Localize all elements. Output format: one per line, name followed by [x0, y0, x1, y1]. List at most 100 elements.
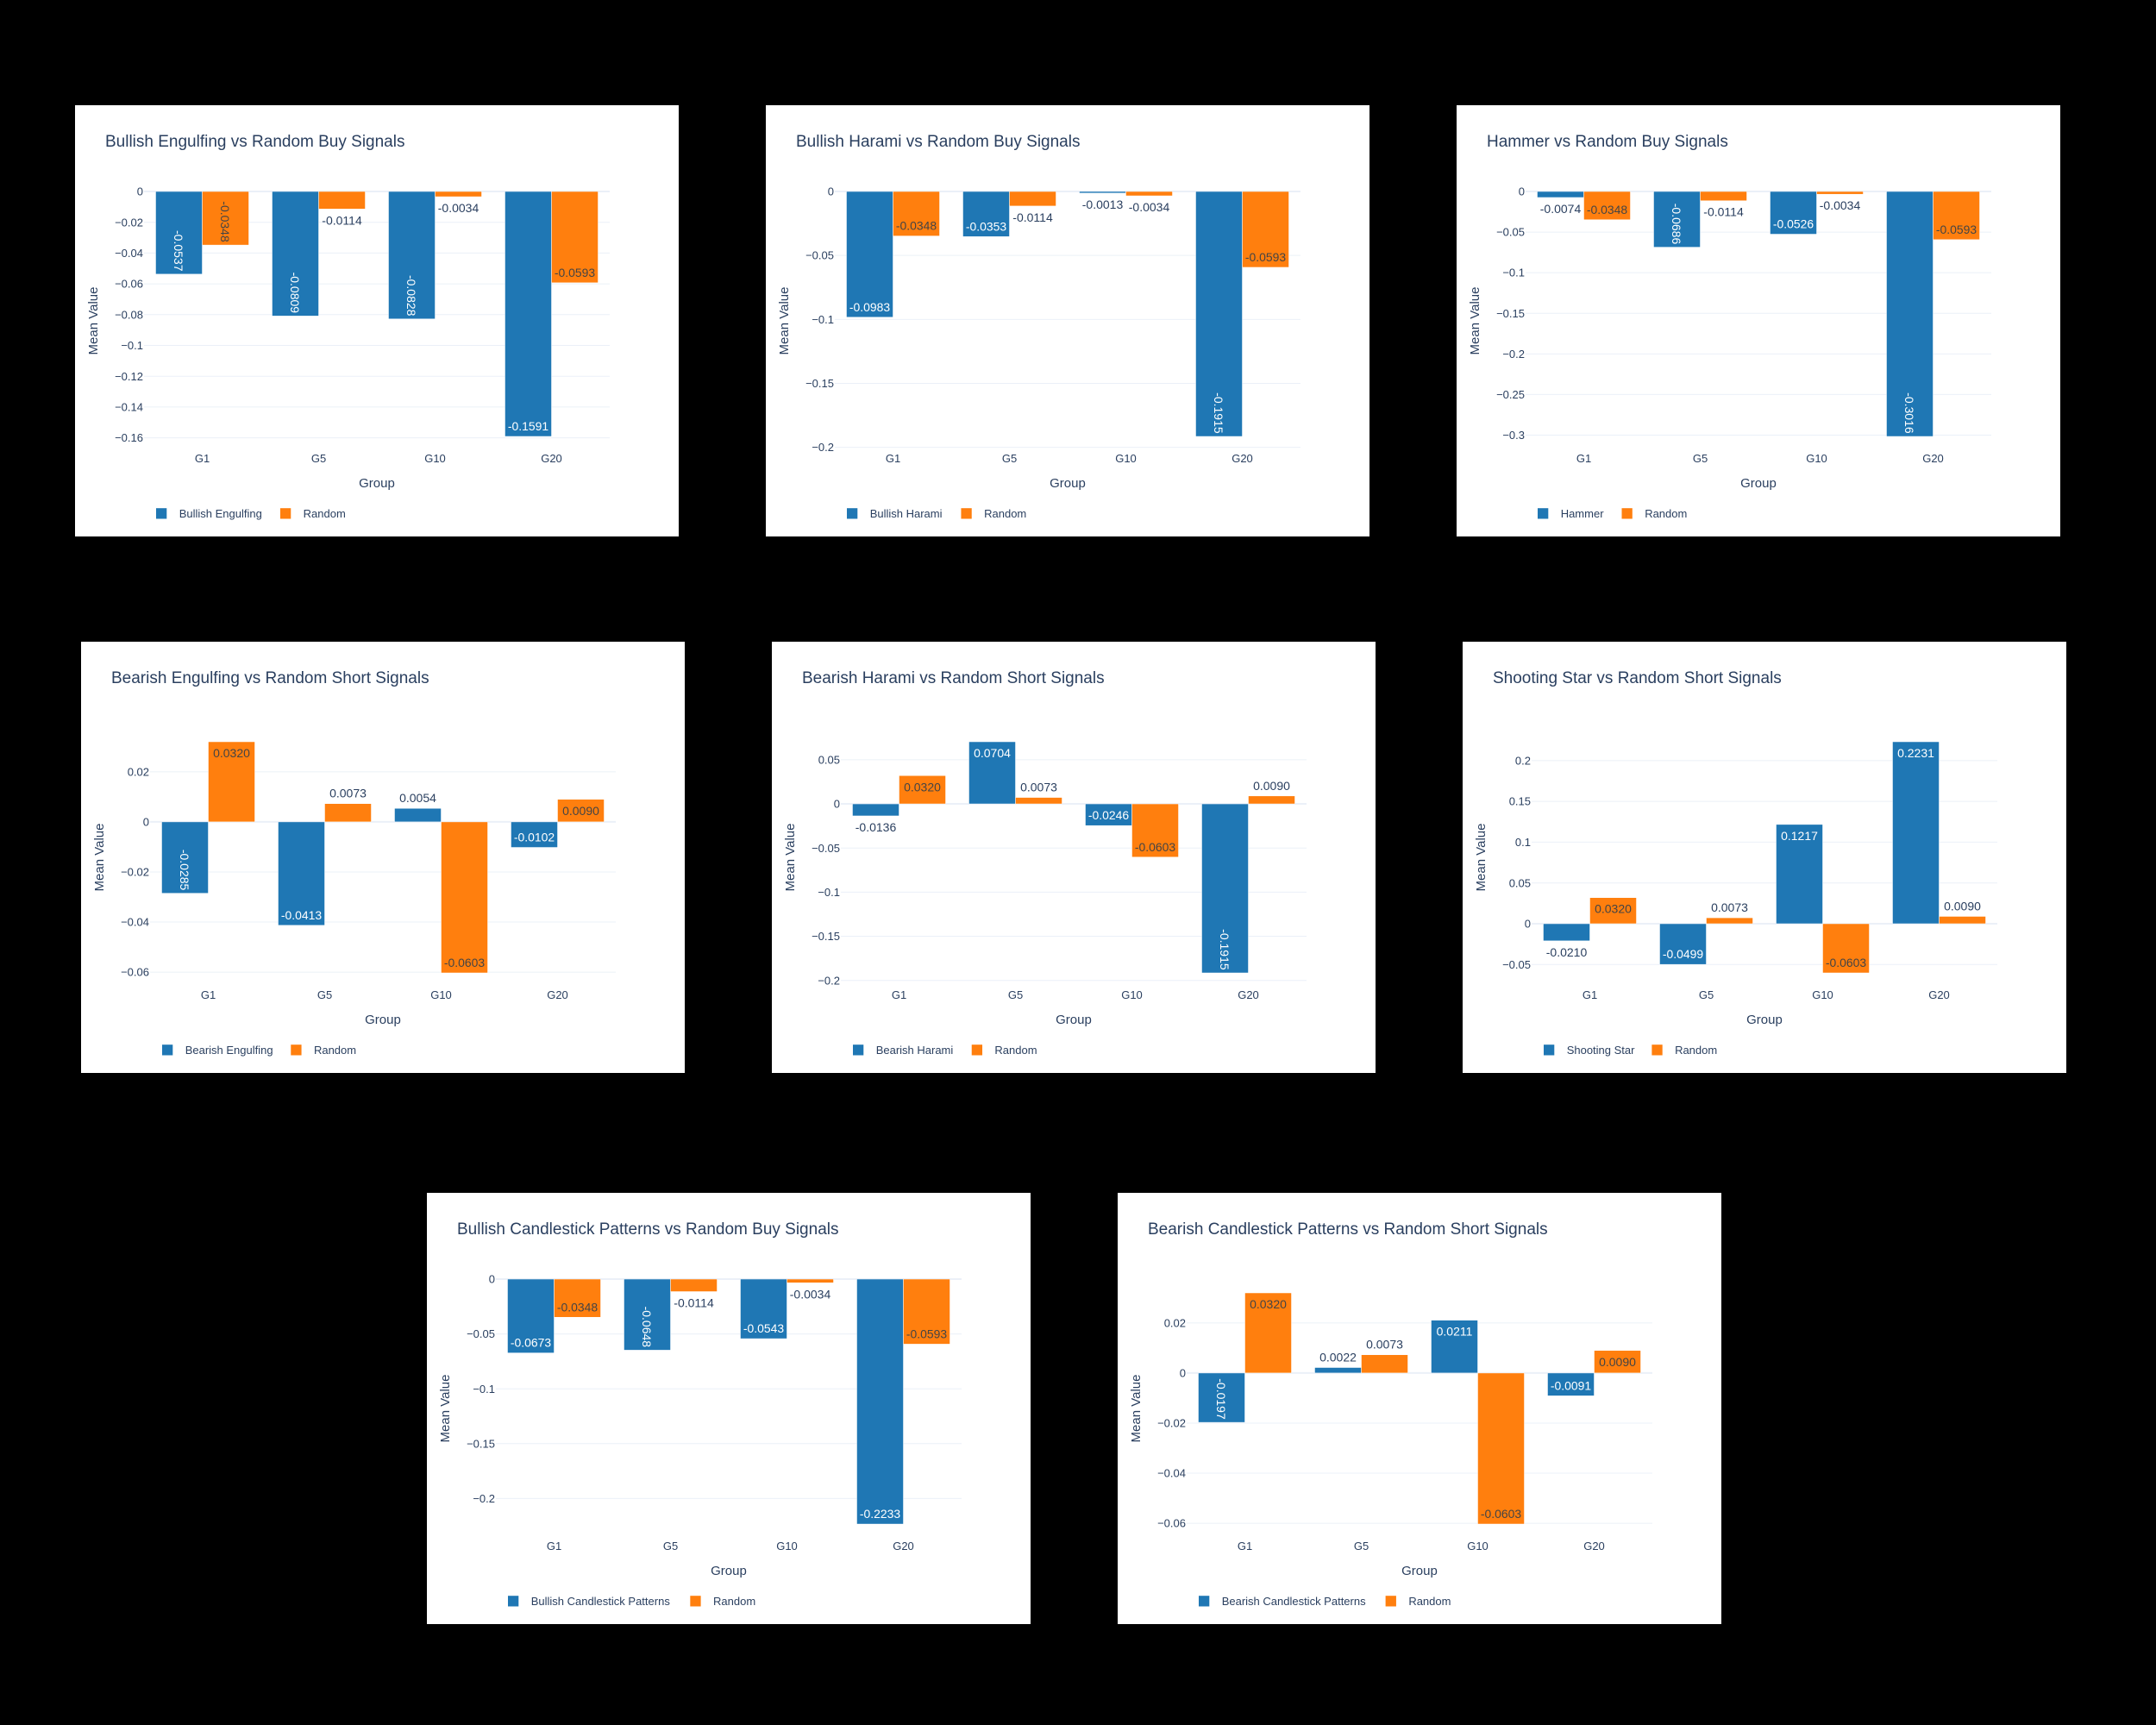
svg-text:−0.06: −0.06	[115, 278, 143, 291]
svg-text:-0.0348: -0.0348	[896, 219, 937, 233]
svg-text:−0.06: −0.06	[121, 966, 149, 979]
svg-text:0.0073: 0.0073	[1366, 1338, 1403, 1352]
svg-text:−0.06: −0.06	[1157, 1517, 1186, 1530]
svg-text:-0.0197: -0.0197	[1214, 1378, 1228, 1420]
svg-text:Random: Random	[314, 1044, 356, 1057]
svg-text:G1: G1	[1583, 988, 1597, 1001]
svg-text:G5: G5	[1008, 988, 1023, 1001]
svg-text:−0.2: −0.2	[473, 1492, 495, 1505]
svg-text:0.0704: 0.0704	[974, 746, 1011, 760]
svg-text:G10: G10	[430, 988, 452, 1001]
svg-text:Mean Value: Mean Value	[86, 287, 101, 355]
svg-text:0.0090: 0.0090	[1599, 1355, 1636, 1369]
svg-text:−0.05: −0.05	[467, 1327, 495, 1340]
svg-text:0: 0	[1525, 918, 1531, 931]
svg-text:-0.0136: -0.0136	[856, 820, 897, 834]
svg-text:-0.0102: -0.0102	[514, 831, 555, 844]
svg-text:−0.16: −0.16	[115, 431, 143, 444]
svg-text:G10: G10	[1812, 988, 1833, 1001]
svg-text:G20: G20	[1928, 988, 1950, 1001]
svg-text:-0.0353: -0.0353	[966, 219, 1006, 233]
svg-text:0.0090: 0.0090	[562, 804, 599, 818]
svg-text:Bullish Candlestick Patterns v: Bullish Candlestick Patterns vs Random B…	[457, 1220, 838, 1239]
svg-text:-0.0983: -0.0983	[849, 300, 890, 314]
svg-text:-0.0013: -0.0013	[1082, 198, 1124, 211]
svg-text:-0.0091: -0.0091	[1551, 1378, 1591, 1392]
svg-text:−0.3: −0.3	[1502, 429, 1525, 442]
svg-text:−0.1: −0.1	[473, 1383, 495, 1396]
svg-text:Bearish Engulfing: Bearish Engulfing	[185, 1044, 273, 1057]
svg-text:−0.12: −0.12	[115, 370, 143, 383]
svg-text:-0.0114: -0.0114	[1703, 205, 1744, 219]
svg-text:G20: G20	[1232, 452, 1253, 465]
svg-text:0.0022: 0.0022	[1319, 1351, 1357, 1364]
svg-text:-0.0348: -0.0348	[218, 201, 232, 242]
svg-text:G5: G5	[1699, 988, 1714, 1001]
svg-text:-0.0593: -0.0593	[555, 266, 595, 279]
svg-text:-0.1591: -0.1591	[508, 419, 548, 433]
svg-text:-0.0526: -0.0526	[1773, 217, 1814, 231]
svg-text:0: 0	[1519, 185, 1525, 198]
svg-text:0: 0	[1180, 1366, 1186, 1379]
svg-text:0.2: 0.2	[1515, 754, 1531, 767]
svg-text:-0.0543: -0.0543	[743, 1321, 784, 1335]
svg-text:-0.0499: -0.0499	[1663, 947, 1703, 961]
svg-text:Random: Random	[1408, 1595, 1451, 1608]
svg-text:Bullish Engulfing vs Random Bu: Bullish Engulfing vs Random Buy Signals	[105, 133, 404, 151]
svg-text:−0.05: −0.05	[812, 842, 840, 855]
svg-text:0.0320: 0.0320	[1595, 902, 1632, 916]
svg-text:-0.0114: -0.0114	[322, 213, 362, 227]
svg-text:-0.0593: -0.0593	[906, 1327, 947, 1340]
svg-text:Group: Group	[1746, 1013, 1783, 1027]
svg-text:Bullish Harami: Bullish Harami	[870, 507, 943, 520]
svg-text:G10: G10	[1467, 1540, 1489, 1552]
svg-text:G20: G20	[1583, 1540, 1605, 1552]
svg-text:Random: Random	[994, 1044, 1037, 1057]
svg-text:G10: G10	[1115, 452, 1137, 465]
svg-text:Mean Value: Mean Value	[1468, 287, 1482, 355]
svg-text:Mean Value: Mean Value	[783, 824, 798, 892]
svg-text:-0.0603: -0.0603	[1481, 1507, 1521, 1521]
svg-text:G1: G1	[892, 988, 906, 1001]
svg-text:G1: G1	[195, 452, 210, 465]
svg-text:Mean Value: Mean Value	[777, 287, 792, 355]
svg-text:0.0211: 0.0211	[1437, 1325, 1473, 1339]
svg-text:-0.0537: -0.0537	[172, 230, 185, 272]
svg-text:-0.0034: -0.0034	[790, 1287, 831, 1301]
svg-text:−0.1: −0.1	[121, 339, 143, 352]
svg-text:-0.1915: -0.1915	[1218, 929, 1232, 970]
svg-text:−0.15: −0.15	[1496, 307, 1525, 320]
svg-text:Bearish Candlestick Patterns: Bearish Candlestick Patterns	[1222, 1595, 1366, 1608]
svg-text:Bearish Harami: Bearish Harami	[876, 1044, 954, 1057]
svg-text:Shooting Star vs Random Short: Shooting Star vs Random Short Signals	[1493, 669, 1782, 687]
svg-text:−0.15: −0.15	[805, 377, 834, 390]
svg-text:-0.0246: -0.0246	[1088, 808, 1129, 822]
svg-text:Random: Random	[984, 507, 1026, 520]
svg-text:0.0320: 0.0320	[1250, 1297, 1287, 1311]
svg-text:−0.14: −0.14	[115, 400, 143, 413]
svg-text:Group: Group	[711, 1564, 747, 1578]
svg-text:0.02: 0.02	[128, 765, 149, 778]
svg-text:G10: G10	[776, 1540, 798, 1552]
svg-text:−0.25: −0.25	[1496, 388, 1525, 401]
svg-text:G1: G1	[1576, 452, 1591, 465]
svg-text:G20: G20	[1922, 452, 1944, 465]
svg-text:−0.02: −0.02	[121, 866, 149, 879]
svg-text:-0.0593: -0.0593	[1245, 250, 1286, 264]
svg-text:0: 0	[489, 1273, 495, 1286]
svg-text:-0.0074: -0.0074	[1540, 202, 1582, 216]
svg-text:-0.0114: -0.0114	[674, 1296, 714, 1310]
svg-text:Group: Group	[1050, 476, 1086, 491]
svg-text:G10: G10	[1121, 988, 1143, 1001]
svg-text:−0.02: −0.02	[115, 216, 143, 229]
svg-text:0.02: 0.02	[1164, 1316, 1186, 1329]
svg-text:Mean Value: Mean Value	[438, 1375, 453, 1443]
svg-text:0.0073: 0.0073	[329, 787, 367, 800]
svg-text:G5: G5	[1002, 452, 1017, 465]
svg-text:Bearish Engulfing vs Random Sh: Bearish Engulfing vs Random Short Signal…	[111, 669, 429, 687]
svg-text:G10: G10	[1806, 452, 1827, 465]
svg-text:−0.05: −0.05	[805, 249, 834, 262]
svg-text:0.0054: 0.0054	[399, 791, 436, 805]
svg-text:G10: G10	[424, 452, 446, 465]
svg-text:G20: G20	[547, 988, 568, 1001]
